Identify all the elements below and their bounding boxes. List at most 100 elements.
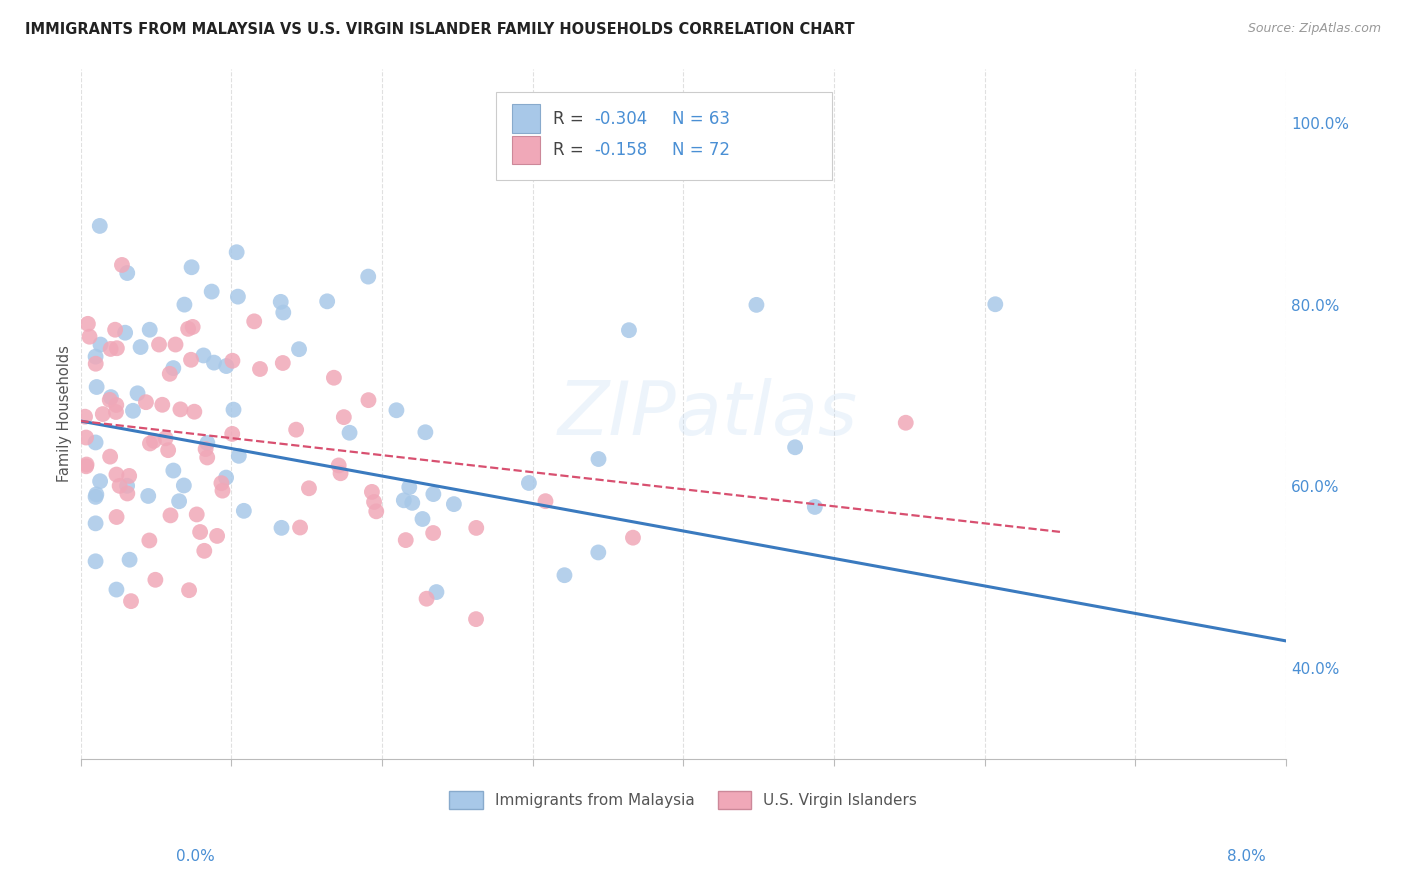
Point	[138, 533, 160, 548]
Point	[285, 423, 308, 437]
Point	[333, 410, 356, 425]
Point	[150, 398, 173, 412]
Point	[385, 403, 408, 417]
Point	[142, 434, 165, 448]
Point	[89, 337, 111, 351]
Point	[115, 266, 138, 280]
Point	[366, 504, 388, 518]
Point	[617, 323, 640, 337]
Point	[84, 490, 107, 504]
Point	[215, 470, 238, 484]
Point	[357, 393, 380, 408]
Point	[329, 467, 352, 481]
Point	[104, 405, 127, 419]
Point	[159, 367, 181, 381]
Text: N = 72: N = 72	[672, 141, 730, 159]
Point	[228, 449, 250, 463]
Point	[104, 323, 127, 337]
Point	[139, 436, 162, 450]
Text: R =: R =	[553, 110, 589, 128]
Point	[194, 442, 217, 456]
Point	[167, 494, 190, 508]
Point	[84, 435, 107, 450]
Point	[105, 398, 128, 412]
Point	[271, 305, 294, 319]
Point	[553, 568, 575, 582]
Point	[201, 285, 224, 299]
Point	[211, 483, 233, 498]
Point	[89, 219, 111, 233]
Point	[894, 416, 917, 430]
Point	[205, 529, 228, 543]
Point	[221, 426, 243, 441]
Point	[465, 612, 488, 626]
Point	[422, 526, 444, 541]
Point	[322, 370, 344, 384]
Point	[148, 337, 170, 351]
Point	[135, 395, 157, 409]
Point	[84, 554, 107, 568]
Point	[79, 329, 101, 343]
Point	[270, 294, 292, 309]
Text: ZIPatlas: ZIPatlas	[557, 378, 858, 450]
Point	[173, 297, 195, 311]
Point	[180, 260, 202, 275]
Text: IMMIGRANTS FROM MALAYSIA VS U.S. VIRGIN ISLANDER FAMILY HOUSEHOLDS CORRELATION C: IMMIGRANTS FROM MALAYSIA VS U.S. VIRGIN …	[25, 22, 855, 37]
Text: N = 63: N = 63	[672, 110, 730, 128]
Point	[288, 520, 311, 534]
Point	[177, 322, 200, 336]
Point	[120, 594, 142, 608]
Text: -0.158: -0.158	[595, 141, 648, 159]
Point	[105, 582, 128, 597]
Point	[401, 496, 423, 510]
Point	[271, 356, 294, 370]
Point	[425, 585, 447, 599]
Point	[270, 521, 292, 535]
Point	[422, 487, 444, 501]
Point	[193, 544, 215, 558]
Point	[162, 361, 184, 376]
Point	[316, 294, 339, 309]
Point	[225, 245, 247, 260]
Point	[118, 552, 141, 566]
Point	[534, 494, 557, 508]
Point	[588, 452, 610, 467]
Point	[105, 510, 128, 524]
Y-axis label: Family Households: Family Households	[58, 345, 72, 483]
Point	[363, 495, 385, 509]
Point	[76, 458, 98, 472]
Point	[226, 290, 249, 304]
Point	[177, 583, 200, 598]
Point	[91, 407, 114, 421]
Point	[75, 431, 97, 445]
Text: Source: ZipAtlas.com: Source: ZipAtlas.com	[1247, 22, 1381, 36]
Point	[221, 353, 243, 368]
Point	[155, 431, 177, 445]
Point	[86, 487, 108, 501]
Text: -0.304: -0.304	[595, 110, 648, 128]
Point	[395, 533, 418, 547]
Point	[183, 405, 205, 419]
Point	[157, 443, 180, 458]
Text: R =: R =	[553, 141, 589, 159]
Point	[145, 573, 167, 587]
Point	[215, 359, 238, 373]
Point	[415, 425, 437, 440]
Point	[415, 591, 437, 606]
Point	[232, 504, 254, 518]
Point	[115, 479, 138, 493]
Point	[443, 497, 465, 511]
Point	[129, 340, 152, 354]
Point	[745, 298, 768, 312]
Point	[188, 524, 211, 539]
Point	[298, 481, 321, 495]
Point	[243, 314, 266, 328]
Point	[465, 521, 488, 535]
Point	[785, 440, 807, 454]
Point	[202, 356, 225, 370]
Point	[193, 348, 215, 362]
Point	[89, 474, 111, 488]
Point	[328, 458, 350, 473]
Point	[181, 320, 204, 334]
Point	[357, 269, 380, 284]
